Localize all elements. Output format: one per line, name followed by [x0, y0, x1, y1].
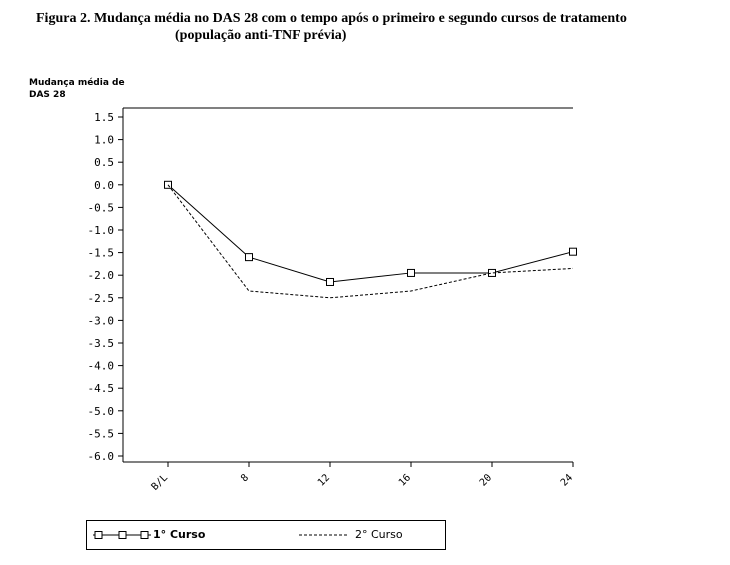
x-tick-label: 24 — [559, 472, 575, 488]
series-line-2 — [167, 184, 574, 299]
legend: 1° Curso 2° Curso — [86, 520, 446, 550]
y-tick-label: -4.5 — [88, 382, 115, 395]
line-chart: 1.5 1.0 0.5 0.0 -0.5 -1.0 -1.5 -2.0 -2.5 -3.0 -3.5… — [88, 107, 577, 493]
y-tick-label: 0.0 — [94, 179, 114, 192]
legend-swatch-series1 — [93, 531, 151, 539]
y-tick-label: -1.5 — [88, 247, 115, 260]
y-tick-label: 0.5 — [94, 156, 114, 169]
series-line-1 — [167, 184, 574, 283]
y-tick-label: -3.0 — [88, 314, 115, 327]
y-tick-label: -1.0 — [88, 224, 115, 237]
figure-title: Figura 2. Mudança média no DAS 28 com o … — [36, 10, 726, 44]
legend-label-series2: 2° Curso — [355, 528, 403, 541]
x-tick-label: B/L — [150, 472, 171, 493]
y-tick-label: 1.0 — [94, 134, 114, 147]
data-point — [245, 253, 253, 262]
figure-title-line1: Figura 2. Mudança média no DAS 28 com o … — [36, 11, 627, 26]
figure-title-line2: (população anti-TNF prévia) — [175, 28, 347, 43]
legend-label-series1: 1° Curso — [153, 528, 206, 541]
y-tick-label: -4.0 — [88, 360, 115, 373]
y-axis-label-line2: DAS 28 — [29, 90, 66, 100]
y-tick-label: -2.5 — [88, 292, 115, 305]
legend-swatches — [93, 531, 349, 539]
y-tick-label: -3.5 — [88, 337, 115, 350]
y-tick-label: -5.5 — [88, 427, 115, 440]
y-axis-label: Mudança média de DAS 28 — [29, 77, 125, 101]
x-tick-label: 8 — [239, 472, 251, 484]
y-tick-label: 1.5 — [94, 111, 114, 124]
y-tick-label: -5.0 — [88, 405, 115, 418]
x-tick-label: 12 — [316, 472, 332, 488]
data-point — [326, 277, 334, 286]
data-point — [407, 268, 415, 277]
x-tick-label: 20 — [478, 472, 494, 488]
y-tick-label: -6.0 — [88, 450, 115, 463]
y-tick-label: -2.0 — [88, 269, 115, 282]
data-point — [569, 247, 577, 256]
x-tick-label: 16 — [397, 472, 413, 488]
y-tick-label: -0.5 — [88, 201, 115, 214]
y-axis-label-line1: Mudança média de — [29, 78, 125, 88]
